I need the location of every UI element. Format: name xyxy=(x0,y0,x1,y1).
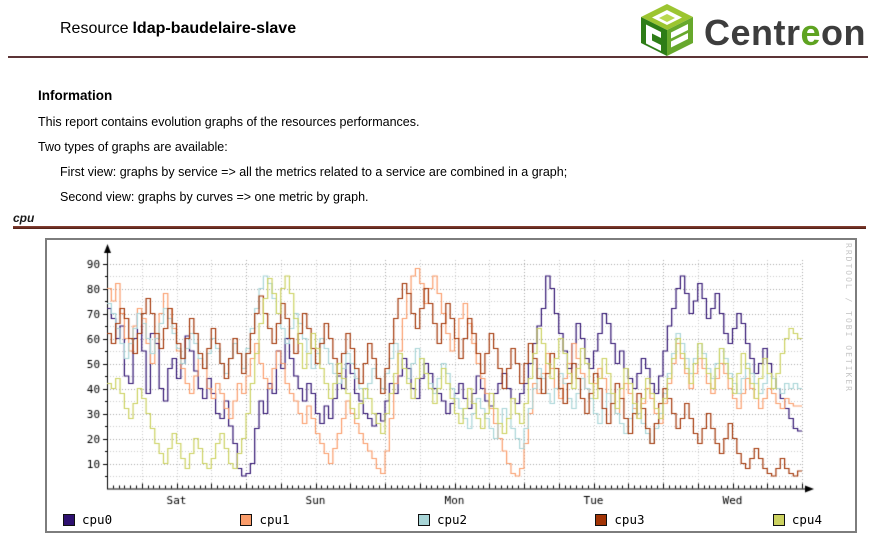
legend-swatch xyxy=(417,513,430,526)
legend-item-cpu4: cpu4 xyxy=(772,512,822,527)
legend-label: cpu3 xyxy=(614,512,645,527)
legend-swatch xyxy=(240,513,253,526)
information-heading: Information xyxy=(38,88,113,103)
header-divider xyxy=(8,56,868,58)
legend-label: cpu2 xyxy=(436,512,468,527)
information-line-2: Two types of graphs are available: xyxy=(38,140,228,154)
wordmark-green-e: e xyxy=(800,11,822,53)
centreon-cube-icon xyxy=(638,3,696,62)
information-line-1: This report contains evolution graphs of… xyxy=(38,115,420,129)
legend-swatch xyxy=(595,513,608,526)
legend-item-cpu3: cpu3 xyxy=(595,512,645,527)
page-title: Resource ldap-baudelaire-slave xyxy=(60,20,296,38)
legend-label: cpu4 xyxy=(791,512,822,527)
cpu-rrd-graph: RRDTOOL / TOBI OETIKER cpu0 cpu1 cpu2 cpu3 c… xyxy=(45,238,857,533)
resource-name: ldap-baudelaire-slave xyxy=(132,20,297,37)
information-section: Information This report contains evoluti… xyxy=(38,88,856,214)
cpu-section-divider xyxy=(13,226,866,229)
cpu-graph-canvas xyxy=(47,240,855,531)
graph-legend: cpu0 cpu1 cpu2 cpu3 cpu4 xyxy=(63,512,822,527)
information-line-3: First view: graphs by service => all the… xyxy=(60,165,568,179)
legend-item-cpu1: cpu1 xyxy=(240,512,290,527)
rrdtool-watermark: RRDTOOL / TOBI OETIKER xyxy=(844,243,853,393)
centreon-logo: Centreon xyxy=(638,3,866,62)
cpu-section-label: cpu xyxy=(13,211,35,225)
legend-item-cpu0: cpu0 xyxy=(63,512,112,527)
centreon-wordmark: Centreon xyxy=(704,12,866,54)
legend-label: cpu1 xyxy=(259,512,290,527)
legend-swatch xyxy=(63,513,75,526)
wordmark-post: on xyxy=(821,11,866,53)
page-title-prefix: Resource xyxy=(60,20,129,37)
information-line-4: Second view: graphs by curves => one met… xyxy=(60,190,369,204)
legend-item-cpu2: cpu2 xyxy=(417,512,468,527)
wordmark-pre: Centr xyxy=(703,11,801,53)
legend-swatch xyxy=(772,513,785,526)
legend-label: cpu0 xyxy=(82,512,113,527)
